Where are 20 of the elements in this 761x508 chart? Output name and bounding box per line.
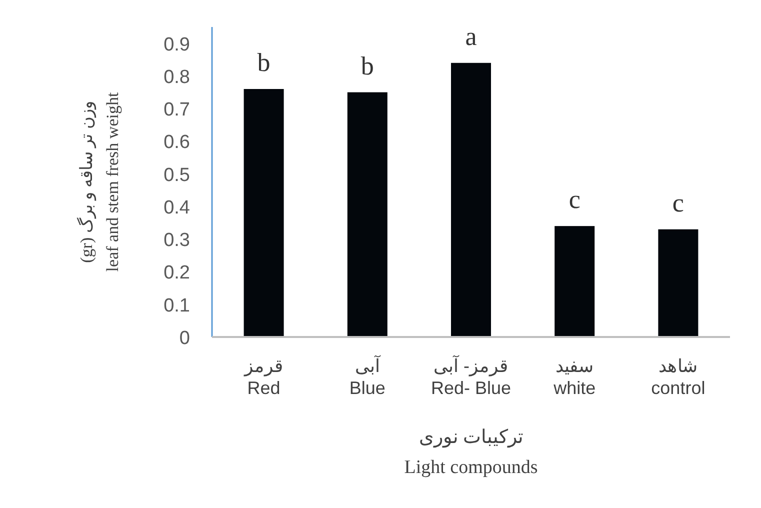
bar bbox=[244, 89, 284, 337]
y-tick-label: 0.4 bbox=[164, 197, 190, 218]
y-tick-label: 0.1 bbox=[164, 295, 190, 316]
bar bbox=[658, 229, 698, 337]
annotation: c bbox=[568, 185, 580, 214]
y-tick-label: 0.8 bbox=[164, 66, 190, 88]
annotation: b bbox=[360, 51, 374, 80]
bar bbox=[554, 226, 595, 337]
annotation: c bbox=[672, 188, 684, 218]
y-tick-label: 0.5 bbox=[164, 164, 190, 186]
y-tick-label: 0.7 bbox=[164, 100, 190, 121]
y-tick-label: 0.2 bbox=[164, 262, 190, 284]
annotation: b bbox=[257, 48, 270, 77]
annotation: a bbox=[465, 22, 478, 51]
y-tick-label: 0.6 bbox=[164, 132, 190, 154]
y-tick-label: 0.9 bbox=[164, 34, 190, 56]
y-tick-label: 0.3 bbox=[164, 230, 190, 252]
y-tick-label: 0 bbox=[179, 328, 190, 349]
bar bbox=[451, 62, 491, 337]
bar bbox=[347, 92, 388, 337]
